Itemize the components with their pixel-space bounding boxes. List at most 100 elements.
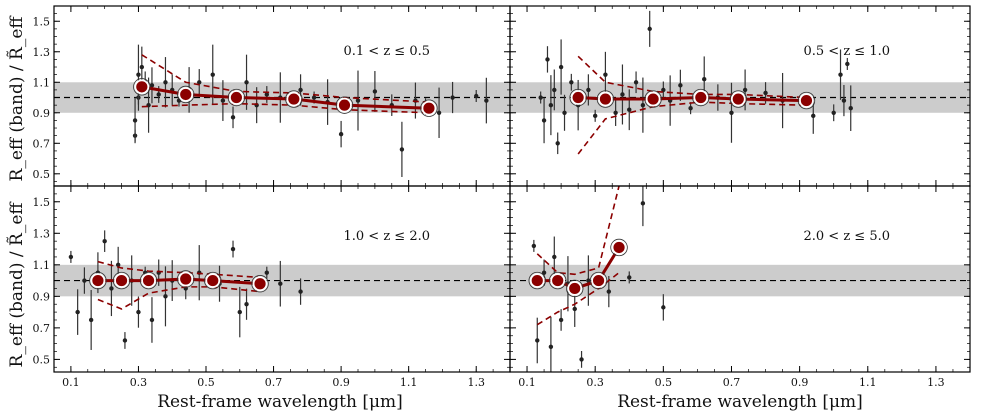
data-point	[545, 57, 550, 62]
panels-layer: 0.50.70.91.11.31.50.50.70.91.11.31.50.1 0…	[33, 5, 971, 389]
median-marker	[90, 273, 106, 288]
data-point	[338, 131, 344, 137]
data-point	[372, 89, 378, 94]
median-marker	[337, 97, 352, 113]
data-point	[75, 309, 80, 315]
y-tick-label: 0.9	[33, 290, 51, 303]
median-marker-ring	[112, 271, 131, 290]
data-point	[220, 98, 226, 103]
data-point	[237, 309, 242, 315]
data-point	[149, 317, 155, 323]
band-lower-line	[97, 286, 261, 310]
median-marker-ring	[133, 78, 151, 96]
data-point	[136, 309, 141, 315]
data-point	[102, 238, 107, 244]
data-point	[176, 98, 182, 103]
data-point	[831, 110, 836, 115]
data-point	[474, 93, 479, 99]
x-tick-label: 0.9	[791, 376, 809, 389]
x-tick-label: 0.7	[265, 376, 283, 389]
panel-label-2: 0.5 < z ≤ 1.0	[803, 44, 890, 59]
data-point	[640, 201, 646, 206]
data-point	[603, 72, 608, 77]
x-tick-label: 0.5	[197, 376, 215, 389]
data-point	[136, 72, 141, 77]
median-marker	[591, 273, 606, 288]
median-marker	[645, 91, 661, 107]
x-tick-label: 0.5	[655, 376, 673, 389]
median-marker-ring	[644, 90, 662, 108]
data-point	[592, 113, 598, 119]
median-marker-ring	[177, 270, 195, 288]
y-axis-label-bottom: R_eff (band) / R̃_eff	[7, 201, 27, 368]
median-marker-ring	[251, 275, 269, 293]
data-point	[688, 106, 693, 111]
y-tick-label: 0.9	[33, 107, 51, 120]
data-point	[244, 80, 249, 85]
median-marker	[178, 271, 194, 287]
x-tick-label: 0.7	[723, 376, 741, 389]
band-upper-line	[577, 55, 807, 99]
data-point	[436, 110, 442, 115]
data-point	[399, 147, 405, 152]
data-point	[586, 87, 591, 93]
median-marker-ring	[729, 90, 747, 108]
x-tick-label: 1.3	[467, 376, 485, 389]
median-marker-ring	[335, 96, 354, 114]
data-point	[627, 107, 632, 112]
median-marker	[693, 90, 709, 105]
band-upper-line	[141, 54, 429, 103]
data-point	[244, 302, 249, 307]
data-point	[552, 254, 557, 260]
median-marker-ring	[692, 88, 710, 107]
band-upper-line	[97, 260, 261, 279]
data-point	[541, 270, 547, 275]
median-marker	[134, 79, 150, 95]
median-marker	[611, 240, 627, 255]
data-point	[298, 87, 303, 93]
panel-plot-area	[510, 186, 970, 372]
median-marker	[799, 93, 814, 108]
median-marker-ring	[589, 271, 608, 290]
data-point	[132, 118, 138, 123]
data-point	[541, 118, 547, 123]
data-point	[606, 289, 612, 294]
median-marker	[421, 100, 437, 116]
y-tick-label: 0.5	[33, 353, 51, 366]
median-marker	[205, 273, 221, 288]
median-marker	[252, 276, 268, 292]
band-lower-line	[577, 101, 807, 155]
data-point	[230, 246, 236, 252]
x-tick-label: 0.3	[586, 376, 604, 389]
median-marker-ring	[596, 90, 615, 108]
median-marker	[598, 91, 613, 107]
data-point	[702, 77, 707, 82]
panel-4: 0.1 0.3 0.5 0.7 0.9 1.1 1.3	[509, 185, 971, 389]
median-marker	[570, 90, 586, 105]
median-marker	[286, 91, 302, 107]
data-point	[156, 92, 161, 97]
median-marker	[529, 273, 545, 288]
panel-plot-area	[510, 10, 970, 155]
median-marker-ring	[528, 271, 546, 290]
data-point	[264, 270, 269, 275]
data-point	[572, 306, 577, 312]
y-tick-label: 0.7	[33, 322, 51, 335]
median-marker-ring	[139, 271, 158, 290]
data-point	[450, 95, 455, 100]
data-point	[163, 80, 168, 85]
data-point	[558, 317, 564, 323]
data-point	[558, 64, 564, 70]
median-marker-ring	[177, 85, 195, 104]
data-point	[763, 90, 768, 96]
median-marker	[567, 281, 583, 296]
x-tick-label: 0.1	[62, 376, 80, 389]
data-point	[88, 317, 94, 323]
data-point	[264, 92, 269, 97]
data-point	[197, 80, 202, 85]
panel-label-3: 1.0 < z ≤ 2.0	[343, 229, 430, 244]
data-point	[484, 98, 489, 103]
median-marker-ring	[549, 271, 567, 290]
median-marker	[114, 273, 129, 288]
